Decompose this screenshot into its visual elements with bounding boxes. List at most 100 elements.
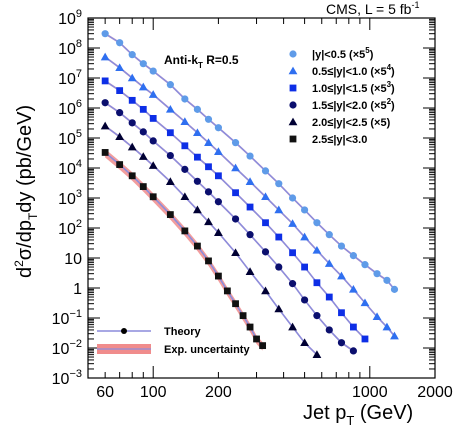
legend-label-1: 0.5≤|y|<1.0 (×54) xyxy=(312,63,395,78)
data-point-s3-8 xyxy=(204,188,213,196)
data-point-s4-15 xyxy=(300,338,309,347)
data-point-s4-0 xyxy=(100,121,110,130)
data-point-s4-7 xyxy=(193,205,202,214)
data-point-s0-11 xyxy=(246,152,254,160)
legend-marker-4 xyxy=(288,117,298,126)
x-axis-label: Jet pT (GeV) xyxy=(303,402,413,428)
data-point-s3-0 xyxy=(101,99,109,107)
data-point-s3-19 xyxy=(349,347,357,355)
data-point-s1-6 xyxy=(180,117,190,125)
y-tick-label: 102 xyxy=(58,218,82,238)
data-point-s1-0 xyxy=(100,52,110,61)
data-point-s4-14 xyxy=(288,322,297,331)
data-point-s3-14 xyxy=(288,280,297,288)
legend-label-5: 2.5≤|y|<3.0 xyxy=(312,134,367,146)
data-point-s1-4 xyxy=(148,90,158,98)
data-point-s4-4 xyxy=(148,161,158,169)
data-point-s0-9 xyxy=(214,124,223,132)
data-point-s2-12 xyxy=(262,219,269,227)
data-point-s4-11 xyxy=(245,267,255,275)
y-tick-label: 103 xyxy=(58,188,82,208)
x-tick-label: 100 xyxy=(140,384,167,401)
legend: |y|<0.5 (×55) 0.5≤|y|<1.0 (×54) 1.0≤|y|<1.… xyxy=(288,46,395,146)
data-point-s0-2 xyxy=(128,51,136,59)
legend-label-0: |y|<0.5 (×55) xyxy=(312,46,374,61)
data-point-s1-3 xyxy=(138,82,148,91)
data-point-s2-19 xyxy=(349,323,357,331)
bottom-legend-label-1: Exp. uncertainty xyxy=(164,344,250,356)
data-point-s5-13 xyxy=(246,323,254,331)
data-point-s4-6 xyxy=(180,192,190,201)
data-point-s2-18 xyxy=(338,309,345,317)
data-point-s5-4 xyxy=(149,193,157,201)
uncertainty-band-series-4 xyxy=(105,124,317,356)
data-point-s5-2 xyxy=(128,172,136,180)
data-point-s0-5 xyxy=(166,81,174,89)
data-point-s0-18 xyxy=(337,242,346,250)
data-point-s1-12 xyxy=(261,192,270,201)
data-point-s2-2 xyxy=(128,96,136,104)
theory-curve-series-4 xyxy=(104,125,318,356)
data-point-s0-7 xyxy=(193,105,202,113)
y-axis-label: d2σ/dpTdy (pb/GeV) xyxy=(12,105,40,278)
y-tick-label: 10−3 xyxy=(52,368,82,388)
y-tick-label: 10−2 xyxy=(52,338,82,358)
data-point-s1-20 xyxy=(360,298,370,307)
legend-marker-2 xyxy=(289,84,297,92)
uncertainty-band-series-5 xyxy=(105,148,263,351)
data-point-s3-1 xyxy=(116,109,124,117)
data-point-s1-21 xyxy=(372,312,382,321)
y-tick-label: 105 xyxy=(58,128,82,148)
data-point-s2-8 xyxy=(205,163,212,171)
data-point-s4-2 xyxy=(127,142,137,151)
data-point-s0-6 xyxy=(181,95,189,103)
data-point-s1-13 xyxy=(274,205,284,214)
data-point-s0-14 xyxy=(288,194,297,202)
data-point-s4-10 xyxy=(231,248,240,257)
legend-theory-uncertainty: Theory Exp. uncertainty xyxy=(97,326,250,356)
y-tick-label: 106 xyxy=(58,98,82,118)
y-tick-label: 109 xyxy=(58,8,82,28)
data-point-s3-2 xyxy=(128,119,136,127)
data-point-s5-11 xyxy=(232,300,239,308)
data-point-s5-3 xyxy=(139,183,147,190)
data-point-s5-15 xyxy=(259,342,267,350)
y-tick-label: 10−1 xyxy=(52,308,82,328)
data-point-s0-0 xyxy=(101,30,109,38)
data-point-s5-7 xyxy=(194,242,201,250)
data-point-s4-1 xyxy=(115,132,125,141)
data-point-s4-3 xyxy=(138,152,148,160)
data-point-s1-14 xyxy=(288,219,297,227)
data-point-s5-12 xyxy=(239,312,247,320)
data-point-s5-9 xyxy=(215,272,222,280)
data-point-s0-12 xyxy=(261,167,270,175)
x-tick-label: 60 xyxy=(96,384,114,401)
data-point-s5-8 xyxy=(205,257,212,265)
data-point-s2-15 xyxy=(301,263,308,271)
data-point-s3-12 xyxy=(261,248,270,256)
legend-marker-3 xyxy=(289,101,297,109)
data-point-s2-6 xyxy=(181,142,189,150)
x-tick-label: 1000 xyxy=(352,384,388,401)
data-point-s1-10 xyxy=(231,163,240,172)
y-tick-label: 1 xyxy=(73,281,82,298)
data-point-s1-9 xyxy=(214,147,223,155)
theory-curve-series-5 xyxy=(104,151,264,347)
data-point-s2-20 xyxy=(361,335,369,343)
data-point-s3-16 xyxy=(313,312,321,320)
legend-marker-1 xyxy=(288,66,298,75)
data-point-s2-16 xyxy=(313,279,321,287)
data-point-s5-1 xyxy=(116,161,124,168)
data-point-s3-7 xyxy=(193,177,202,185)
data-point-s2-1 xyxy=(116,87,124,95)
data-point-s2-0 xyxy=(101,77,109,85)
data-point-s0-19 xyxy=(349,252,357,260)
data-point-s2-4 xyxy=(149,115,157,122)
data-point-s3-6 xyxy=(181,165,189,173)
axis-tick-labels: 60 100 200 1000 2000 10−3 10−2 10−1 1 10 102 103 104… xyxy=(52,8,453,401)
data-point-s0-8 xyxy=(204,115,213,123)
data-point-s0-16 xyxy=(313,219,321,227)
data-point-s0-1 xyxy=(116,39,124,47)
data-point-s1-19 xyxy=(348,284,358,293)
